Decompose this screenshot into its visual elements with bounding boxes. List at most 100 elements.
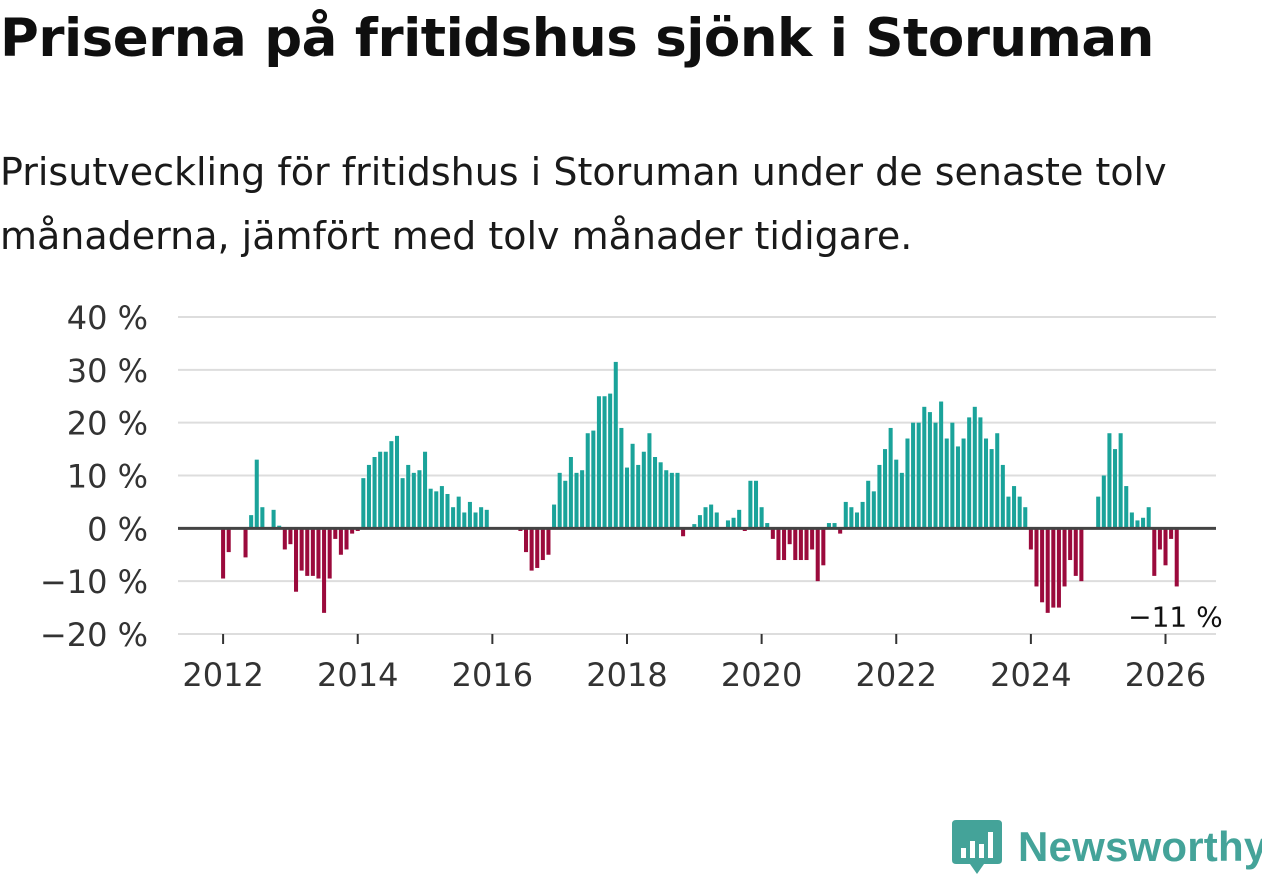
- x-tick-label: 2012: [182, 656, 263, 694]
- bar: [1157, 528, 1162, 550]
- x-tick-label: 2022: [856, 656, 937, 694]
- bar: [731, 517, 736, 529]
- bar: [782, 528, 787, 561]
- bar: [944, 438, 949, 529]
- bar: [299, 528, 304, 571]
- bar: [1028, 528, 1033, 550]
- bar: [439, 486, 444, 529]
- bar: [417, 470, 422, 529]
- bar: [894, 459, 899, 529]
- bar: [675, 472, 680, 529]
- bar: [854, 512, 860, 529]
- bar: [1141, 517, 1146, 529]
- bar: [916, 422, 921, 529]
- bar: [456, 496, 461, 529]
- bar: [961, 438, 966, 529]
- bar: [737, 509, 742, 529]
- bar: [585, 433, 590, 529]
- bar: [394, 435, 400, 529]
- bar: [624, 467, 630, 529]
- bar: [1129, 512, 1134, 529]
- bar: [221, 528, 226, 579]
- bar: [899, 472, 904, 529]
- bar: [591, 430, 596, 529]
- bar: [849, 507, 854, 529]
- y-tick-label: 40 %: [67, 300, 148, 337]
- bar: [1051, 528, 1056, 608]
- bar: [815, 528, 820, 582]
- bar: [226, 528, 231, 553]
- bar: [927, 412, 932, 529]
- x-axis: 2012 2014 2016 2018 2020 2022 2024 2026: [182, 634, 1206, 694]
- bar: [406, 464, 411, 529]
- bar: [434, 491, 439, 529]
- bar: [445, 493, 450, 529]
- bar: [967, 417, 972, 529]
- bar: [1073, 528, 1078, 576]
- bar: [703, 507, 708, 529]
- bar: [473, 512, 478, 529]
- bar: [1034, 528, 1039, 587]
- bar: [641, 451, 646, 529]
- data-labels: −11 %: [1128, 600, 1223, 633]
- y-tick-label: 0 %: [87, 510, 148, 548]
- bar: [378, 451, 383, 529]
- x-tick-label: 2026: [1125, 656, 1206, 694]
- bar: [305, 528, 310, 576]
- bar: [630, 443, 635, 529]
- bar: [1000, 464, 1005, 529]
- bar: [860, 501, 865, 529]
- bar: [1006, 496, 1011, 529]
- bar: [995, 433, 1000, 529]
- chart-title: Priserna på fritidshus sjönk i Storuman: [0, 8, 1154, 69]
- bar: [905, 438, 910, 529]
- bar: [535, 528, 540, 568]
- bar: [664, 470, 669, 529]
- bar: [366, 464, 371, 529]
- bar: [1062, 528, 1067, 587]
- brand: Newsworthy: [948, 818, 1262, 876]
- bar: [681, 528, 686, 537]
- bar: [838, 528, 843, 534]
- y-tick-label: 10 %: [67, 458, 148, 496]
- bar: [843, 501, 848, 529]
- bar: [411, 472, 416, 529]
- bar: [787, 528, 792, 545]
- bar: [1169, 528, 1174, 539]
- x-tick-label: 2020: [721, 656, 802, 694]
- bar: [983, 438, 989, 529]
- bar: [709, 504, 714, 529]
- bar: [400, 478, 405, 529]
- y-tick-label: −10 %: [40, 563, 148, 601]
- bar: [748, 480, 753, 529]
- bar: [613, 361, 618, 529]
- y-tick-label: 30 %: [67, 352, 148, 390]
- bar: [972, 406, 977, 529]
- bar-chart: −20 %−10 %0 %10 %20 %30 %40 % 2012 2014 20…: [40, 300, 1223, 694]
- bar: [282, 528, 287, 550]
- bar: [563, 480, 568, 529]
- bar: [338, 528, 343, 555]
- bar: [557, 472, 562, 529]
- bar: [333, 528, 338, 539]
- bar: [922, 406, 927, 529]
- bar: [821, 528, 826, 566]
- bar: [636, 464, 641, 529]
- bar: [1146, 507, 1151, 529]
- bar: [350, 528, 355, 534]
- bar: [989, 449, 994, 529]
- bar: [647, 433, 652, 529]
- bar: [568, 457, 573, 529]
- bars: [221, 361, 1179, 613]
- bar: [793, 528, 798, 561]
- bar: [344, 528, 349, 550]
- bar: [310, 528, 315, 576]
- bar: [524, 528, 529, 553]
- bar: [1017, 496, 1022, 529]
- bar: [1118, 433, 1123, 529]
- bar: [714, 512, 719, 529]
- bar: [327, 528, 332, 579]
- bar: [1163, 528, 1168, 566]
- x-tick-label: 2014: [317, 656, 398, 694]
- bar: [254, 459, 259, 529]
